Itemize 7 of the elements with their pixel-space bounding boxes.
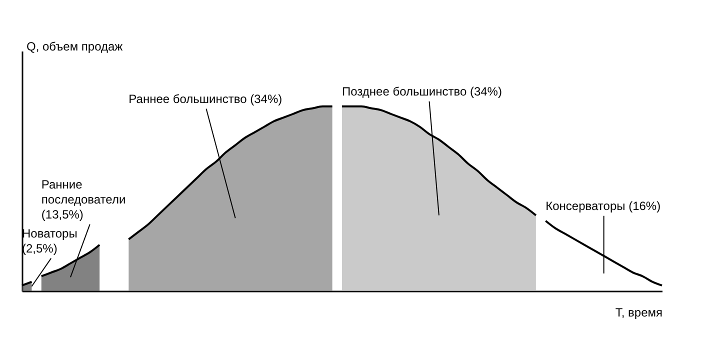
text: Новаторы (2,5%) [22, 226, 78, 256]
series-label: Консерваторы (16%) [546, 198, 661, 213]
x-axis-title: T, время [615, 306, 662, 320]
series-label: Позднее большинство (34%) [342, 84, 502, 98]
text: Ранние последователи (13,5%) [41, 177, 126, 222]
y-axis-title: Q, объем продаж [26, 40, 123, 54]
series-label: Раннее большинство (34%) [128, 92, 282, 106]
